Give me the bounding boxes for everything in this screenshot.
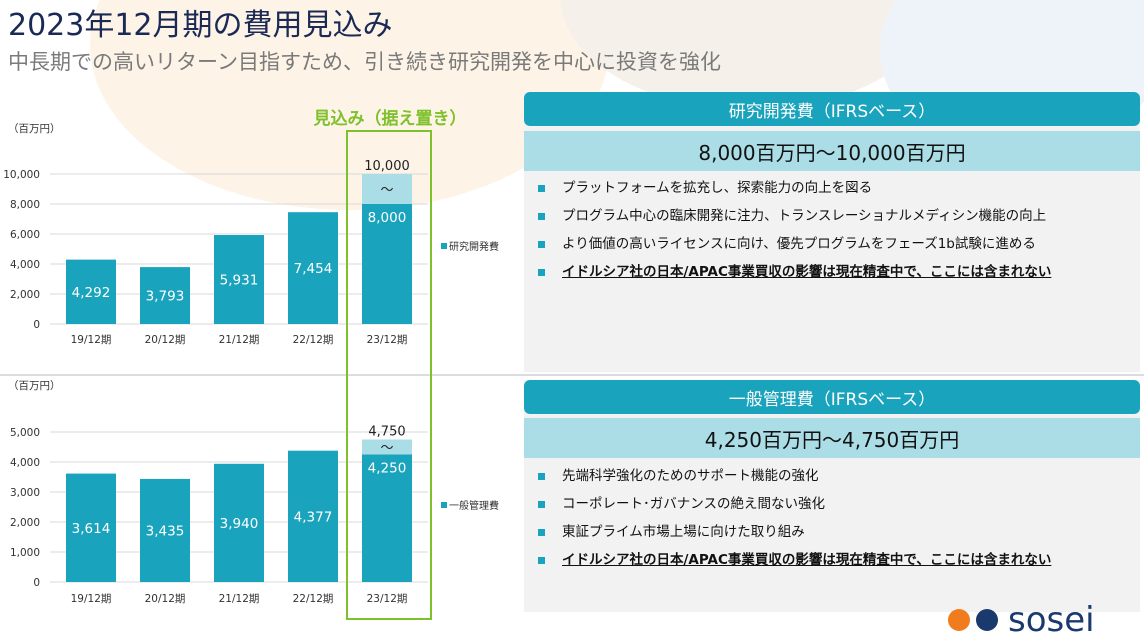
company-logo: sosei (948, 603, 1095, 637)
list-item: 東証プライム市場上場に向けた取り組み (536, 518, 1136, 546)
bullet-icon (538, 529, 545, 536)
bar-value-label: 4,292 (72, 285, 111, 301)
list-item-note: イドルシア社の日本/APAC事業買収の影響は現在精査中で、ここには含まれない (536, 546, 1136, 574)
bar-upper-label: 10,000 (364, 159, 410, 174)
rd-panel-list: プラットフォームを拡充し、探索能力の向上を図る プログラム中心の臨床開発に注力、… (536, 174, 1136, 286)
x-tick-label: 19/12期 (71, 334, 112, 346)
x-tick-label: 19/12期 (71, 593, 112, 605)
x-tick-label: 21/12期 (219, 334, 260, 346)
bullet-icon (538, 557, 545, 564)
x-tick-label: 20/12期 (145, 334, 186, 346)
bullet-icon (538, 185, 545, 192)
forecast-label: 見込み（据え置き） (313, 109, 467, 129)
bar (66, 473, 116, 582)
legend-swatch (441, 502, 447, 508)
list-item: プログラム中心の臨床開発に注力、トランスレーショナルメディシン機能の向上 (536, 202, 1136, 230)
bar (214, 463, 264, 582)
bar (362, 204, 412, 324)
list-item-note: イドルシア社の日本/APAC事業買収の影響は現在精査中で、ここには含まれない (536, 258, 1136, 286)
bullet-icon (538, 473, 545, 480)
bar (140, 478, 190, 582)
x-tick-label: 22/12期 (293, 593, 334, 605)
unit-label: （百万円） (8, 123, 61, 135)
bar-value-label: 4,377 (294, 509, 333, 525)
bar-value-label: 8,000 (368, 210, 407, 226)
list-item: 先端科学強化のためのサポート機能の強化 (536, 462, 1136, 490)
x-tick-label: 21/12期 (219, 593, 260, 605)
y-tick-label: 0 (33, 577, 40, 589)
bar (362, 454, 412, 582)
x-tick-label: 22/12期 (293, 334, 334, 346)
ga-panel-range: 4,250百万円～4,750百万円 (524, 418, 1140, 458)
rd-panel-title: 研究開発費（IFRSベース） (524, 92, 1140, 126)
bar-value-label: 4,250 (368, 461, 407, 477)
list-item: より価値の高いライセンスに向け、優先プログラムをフェーズ1b試験に進める (536, 230, 1136, 258)
bar (66, 259, 116, 324)
y-tick-label: 2,000 (10, 517, 40, 529)
range-mark: ～ (380, 183, 393, 198)
ga-panel-list: 先端科学強化のためのサポート機能の強化 コーポレート･ガバナンスの絶え間ない強化… (536, 462, 1136, 574)
bar (288, 212, 338, 324)
bar-forecast-upper (362, 174, 412, 204)
y-tick-label: 10,000 (3, 169, 40, 181)
bar-forecast-upper (362, 439, 412, 455)
bullet-icon (538, 501, 545, 508)
bar (288, 450, 338, 582)
charts-canvas: （百万円） 0 2,000 4,000 6,000 8,000 10,000 4,292 19/… (3, 123, 499, 605)
y-tick-label: 2,000 (10, 289, 40, 301)
legend-label: 研究開発費 (449, 240, 499, 253)
list-item: コーポレート･ガバナンスの絶え間ない強化 (536, 490, 1136, 518)
bar-value-label: 3,614 (72, 521, 111, 537)
forecast-highlight-box (346, 130, 432, 620)
bar (214, 235, 264, 324)
range-mark: ～ (380, 441, 393, 456)
logo-dot-icon (948, 609, 970, 631)
page-title: 2023年12月期の費用見込み (8, 8, 393, 43)
logo-dot-icon (976, 609, 998, 631)
y-tick-label: 4,000 (10, 259, 40, 271)
y-tick-label: 6,000 (10, 229, 40, 241)
bar-value-label: 3,793 (146, 289, 185, 305)
bullet-icon (538, 213, 545, 220)
bar-value-label: 3,940 (220, 516, 259, 532)
y-tick-label: 8,000 (10, 199, 40, 211)
bar-upper-label: 4,750 (368, 425, 405, 440)
bar-value-label: 7,454 (294, 261, 333, 277)
ga-panel-title: 一般管理費（IFRSベース） (524, 380, 1140, 414)
bar-value-label: 3,435 (146, 523, 185, 539)
bar-value-label: 5,931 (220, 273, 259, 289)
logo-text: sosei (1008, 600, 1095, 640)
y-tick-label: 1,000 (10, 547, 40, 559)
page-subtitle: 中長期での高いリターン目指すため、引き続き研究開発を中心に投資を強化 (8, 50, 721, 74)
y-tick-label: 4,000 (10, 457, 40, 469)
legend-label: 一般管理費 (449, 499, 499, 512)
section-divider (0, 374, 1144, 376)
bullet-icon (538, 241, 545, 248)
bullet-icon (538, 269, 545, 276)
x-tick-label: 23/12期 (367, 334, 408, 346)
legend-swatch (441, 243, 447, 249)
x-tick-label: 20/12期 (145, 593, 186, 605)
x-tick-label: 23/12期 (367, 593, 408, 605)
unit-label: （百万円） (8, 380, 61, 392)
bar (140, 267, 190, 324)
list-item: プラットフォームを拡充し、探索能力の向上を図る (536, 174, 1136, 202)
y-tick-label: 0 (33, 319, 40, 331)
y-tick-label: 3,000 (10, 487, 40, 499)
rd-panel-range: 8,000百万円～10,000百万円 (524, 131, 1140, 171)
y-tick-label: 5,000 (10, 427, 40, 439)
